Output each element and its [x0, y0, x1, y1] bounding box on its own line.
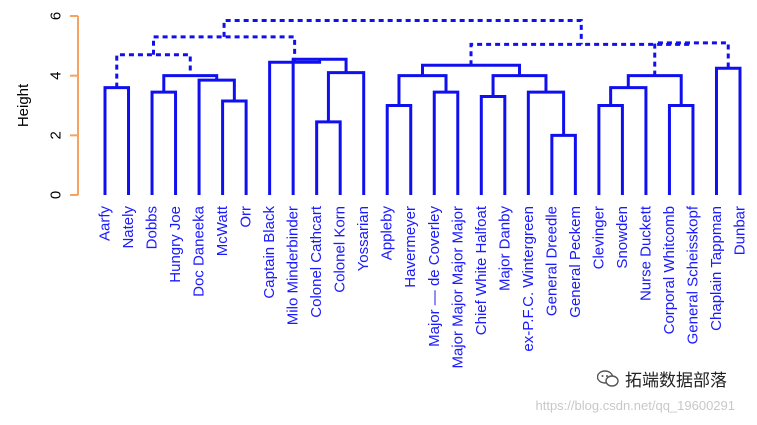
dendrogram-link — [197, 78, 236, 195]
leaf-label: Havermeyer — [402, 206, 419, 288]
leaf-label: General Scheisskopf — [684, 205, 701, 344]
leaf-label: Nately — [120, 206, 137, 249]
dendrogram-link — [150, 90, 178, 195]
leaf-label: Chief White Halfoat — [473, 205, 490, 335]
y-axis-title: Height — [15, 83, 32, 127]
leaf-label: General Peckem — [567, 206, 584, 318]
brand-name: 拓端数据部落 — [625, 371, 727, 391]
dendrogram-link — [714, 66, 742, 195]
dendrogram-link — [432, 90, 460, 195]
y-tick-label: 4 — [48, 71, 65, 79]
dendrogram-link — [597, 104, 624, 195]
dendrogram-links — [103, 18, 742, 195]
leaf-label: Dobbs — [144, 206, 161, 249]
leaf-label: General Dreedle — [543, 206, 560, 316]
dendrogram-link — [653, 41, 730, 76]
leaf-label: Nurse Duckett — [637, 205, 654, 301]
dendrogram-link — [479, 95, 507, 195]
dendrogram-link — [550, 133, 577, 195]
leaf-label: Colonel Cathcart — [308, 205, 325, 318]
dendrogram-link — [162, 74, 219, 93]
leaf-label: Yossarian — [355, 206, 372, 271]
y-tick-label: 6 — [48, 12, 65, 20]
brand-badge: 拓端数据部落 — [597, 366, 727, 391]
dendrogram-link — [397, 74, 448, 106]
leaf-label: Appleby — [379, 206, 396, 261]
dendrogram-link — [526, 90, 566, 195]
dendrogram-link — [152, 35, 297, 63]
dendrogram-link — [315, 120, 342, 195]
dendrogram-link — [491, 74, 548, 97]
leaf-label: Major — de Coverley — [426, 206, 443, 347]
dendrogram-link — [221, 99, 248, 195]
dendrogram-link — [326, 71, 366, 195]
leaf-labels: Aarfy Nately Dobbs Hungry Joe Doc Daneeka McW… — [97, 205, 749, 368]
dendrogram-link — [268, 59, 322, 195]
dendrogram-link — [609, 86, 648, 195]
leaf-label: Snowden — [614, 206, 631, 269]
leaf-label: Captain Black — [261, 206, 278, 299]
leaf-label: Orr — [238, 206, 255, 228]
dendrogram-link — [469, 42, 693, 66]
leaf-label: Major Major Major Major — [449, 206, 466, 369]
leaf-label: Dunbar — [732, 206, 749, 255]
leaf-label: ex-P.F.C. Wintergreen — [520, 206, 537, 352]
y-axis: 0 2 4 6 Height — [15, 12, 79, 199]
y-tick-label: 0 — [48, 191, 65, 199]
dendrogram-link — [103, 86, 131, 195]
dendrogram-link — [222, 18, 583, 45]
dendrogram-link — [626, 74, 683, 106]
leaf-label: Colonel Korn — [332, 206, 349, 293]
watermark-url: https://blog.csdn.net/qq_19600291 — [535, 398, 736, 413]
leaf-label: McWatt — [214, 205, 231, 256]
leaf-label: Clevinger — [590, 206, 607, 269]
leaf-label: Doc Daneeka — [191, 205, 208, 297]
leaf-label: Major Danby — [496, 206, 513, 292]
leaf-label: Milo Minderbinder — [285, 206, 302, 325]
leaf-label: Aarfy — [97, 206, 114, 242]
dendrogram-link — [385, 104, 413, 195]
dendrogram-link — [291, 57, 348, 195]
leaf-label: Hungry Joe — [167, 206, 184, 283]
dendrogram-link — [421, 63, 522, 76]
leaf-label: Corporal Whitcomb — [661, 206, 678, 334]
dendrogram-link — [115, 53, 192, 88]
leaf-label: Chaplain Tappman — [708, 206, 725, 331]
dendrogram-link — [667, 104, 695, 195]
wechat-icon — [597, 369, 619, 387]
y-tick-label: 2 — [48, 131, 65, 139]
